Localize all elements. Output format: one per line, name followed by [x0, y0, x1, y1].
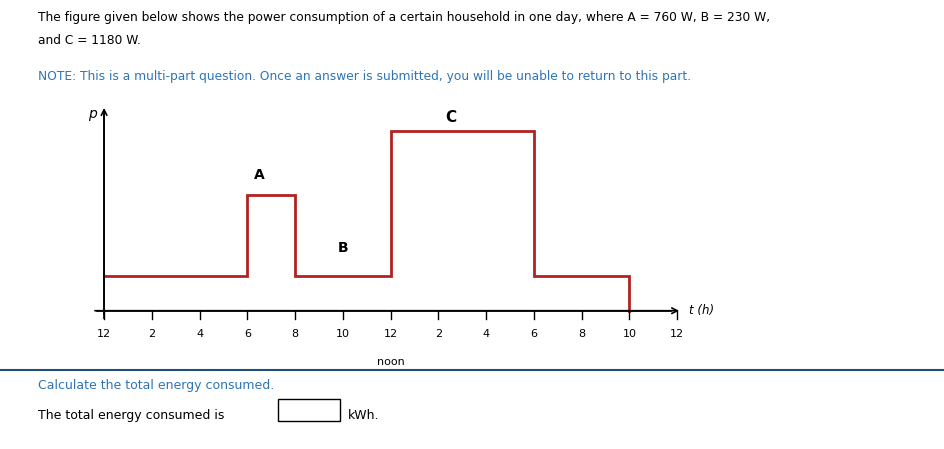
Text: 6: 6 — [531, 330, 537, 339]
Text: Calculate the total energy consumed.: Calculate the total energy consumed. — [38, 379, 274, 392]
Text: 12: 12 — [670, 330, 684, 339]
Text: and C = 1180 W.: and C = 1180 W. — [38, 34, 141, 47]
Text: C: C — [445, 110, 456, 125]
Text: The total energy consumed is: The total energy consumed is — [38, 409, 224, 422]
Text: 10: 10 — [622, 330, 636, 339]
Text: p: p — [88, 107, 97, 121]
Text: noon: noon — [377, 357, 404, 367]
Text: 4: 4 — [482, 330, 490, 339]
Text: 2: 2 — [148, 330, 156, 339]
Text: 6: 6 — [244, 330, 251, 339]
Text: 12: 12 — [383, 330, 397, 339]
Text: 8: 8 — [578, 330, 585, 339]
Text: A: A — [254, 168, 264, 182]
Text: NOTE: This is a multi-part question. Once an answer is submitted, you will be un: NOTE: This is a multi-part question. Onc… — [38, 70, 691, 83]
Text: t (h): t (h) — [689, 304, 715, 317]
Text: 4: 4 — [196, 330, 203, 339]
Text: 8: 8 — [292, 330, 298, 339]
Text: The figure given below shows the power consumption of a certain household in one: The figure given below shows the power c… — [38, 11, 770, 24]
Text: B: B — [338, 241, 348, 255]
Text: 10: 10 — [336, 330, 350, 339]
Text: kWh.: kWh. — [347, 409, 379, 422]
Text: 2: 2 — [435, 330, 442, 339]
Text: 12: 12 — [97, 330, 111, 339]
